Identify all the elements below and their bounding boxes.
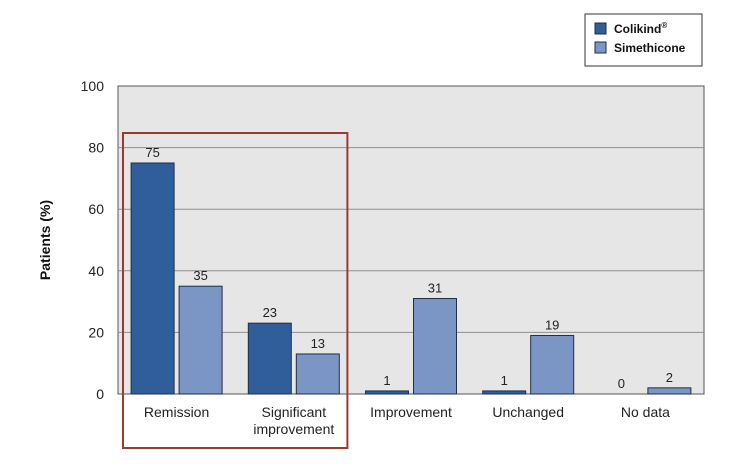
legend-swatch-simethicone bbox=[594, 41, 607, 54]
data-label: 1 bbox=[383, 373, 390, 388]
y-tick-label: 60 bbox=[88, 201, 104, 217]
y-tick-label: 100 bbox=[81, 78, 105, 94]
legend-swatch-colikind bbox=[594, 22, 607, 35]
x-tick-label: Unchanged bbox=[492, 404, 564, 420]
bar-colikind-0 bbox=[130, 162, 175, 395]
y-tick-label: 40 bbox=[88, 263, 104, 279]
bar-simethicone-0 bbox=[178, 285, 223, 395]
bar-colikind-1 bbox=[247, 322, 292, 395]
highlight-box bbox=[122, 132, 349, 449]
bar-simethicone-1 bbox=[295, 353, 340, 395]
x-tick-label: Significant bbox=[262, 404, 327, 420]
data-label: 13 bbox=[311, 336, 325, 351]
y-axis-label: Patients (%) bbox=[37, 200, 53, 280]
legend-label-simethicone: Simethicone bbox=[614, 41, 686, 55]
bar-colikind-2 bbox=[365, 390, 409, 395]
data-label: 0 bbox=[618, 376, 625, 391]
bar-simethicone-4 bbox=[647, 387, 692, 395]
x-tick-label: No data bbox=[621, 404, 670, 420]
data-label: 19 bbox=[545, 317, 559, 332]
data-labels: 75 35 23 13 1 31 1 19 0 2 bbox=[145, 145, 673, 391]
data-label: 75 bbox=[145, 145, 159, 160]
legend-label-colikind: Colikind® bbox=[614, 21, 667, 36]
y-tick-label: 0 bbox=[96, 386, 104, 402]
x-tick-label: Remission bbox=[144, 404, 209, 420]
data-label: 35 bbox=[193, 268, 207, 283]
bar-simethicone-3 bbox=[530, 334, 575, 395]
legend-superscript: ® bbox=[661, 21, 667, 30]
y-tick-label: 20 bbox=[88, 324, 104, 340]
bar-simethicone-2 bbox=[413, 298, 457, 395]
data-label: 1 bbox=[501, 373, 508, 388]
y-tick-label: 80 bbox=[88, 140, 104, 156]
bars bbox=[130, 162, 692, 395]
legend: Colikind® Simethicone bbox=[584, 13, 703, 67]
x-tick-label: Improvement bbox=[370, 404, 452, 420]
data-label: 31 bbox=[428, 281, 442, 296]
x-tick-label: improvement bbox=[253, 421, 334, 437]
bar-colikind-3 bbox=[482, 390, 527, 395]
data-label: 23 bbox=[263, 305, 277, 320]
data-label: 2 bbox=[666, 370, 673, 385]
